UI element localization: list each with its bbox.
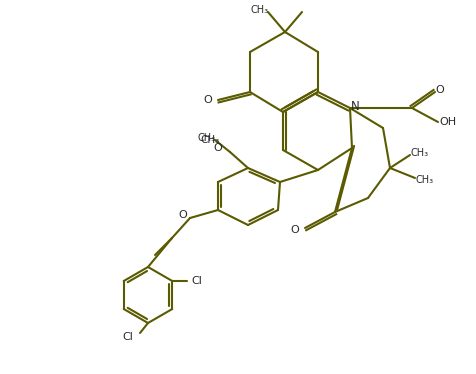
- Text: CH₃: CH₃: [415, 175, 433, 185]
- Text: CH₃: CH₃: [200, 135, 219, 145]
- Text: Cl: Cl: [191, 276, 202, 286]
- Text: OH: OH: [438, 117, 456, 127]
- Text: O: O: [435, 85, 444, 95]
- Text: O: O: [213, 143, 222, 153]
- Text: CH₃: CH₃: [198, 133, 216, 143]
- Text: CH₃: CH₃: [250, 5, 268, 15]
- Text: O: O: [203, 95, 212, 105]
- Text: Cl: Cl: [122, 332, 133, 342]
- Text: N: N: [350, 99, 358, 113]
- Text: O: O: [290, 225, 299, 235]
- Text: CH₃: CH₃: [410, 148, 428, 158]
- Text: O: O: [178, 210, 187, 220]
